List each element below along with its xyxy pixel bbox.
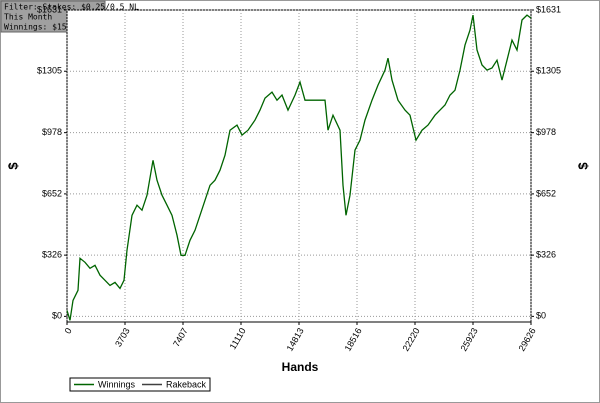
y2-tick-label: $652 [536,188,556,198]
y2-tick-label: $1305 [536,66,561,76]
series-line [66,14,532,321]
y-tick-label: $1305 [37,66,62,76]
y2-axis-label: $ [575,162,590,170]
info-line: Filter: Stakes: $0.25/0.5 NL [4,3,139,12]
y-tick-label: $326 [42,250,62,260]
y-tick-label: $652 [42,188,62,198]
x-axis-label: Hands [282,360,319,374]
info-line: This Month [4,13,52,22]
y-tick-label: $1631 [37,4,62,14]
legend: Winnings Rakeback [69,377,211,392]
y2-tick-label: $326 [536,250,556,260]
y2-tick-label: $978 [536,127,556,137]
y2-tick-label: $0 [536,311,546,321]
y2-tick-label: $1631 [536,4,561,14]
y-tick-label: $0 [52,311,62,321]
info-box: Filter: Stakes: $0.25/0.5 NL This Month … [0,0,139,33]
y-tick-label: $978 [42,127,62,137]
y-axis-label: $ [5,162,20,170]
legend-label: Rakeback [166,379,207,389]
legend-box [69,377,211,392]
x-tick-label: 0 [63,326,74,335]
legend-label: Winnings [98,379,136,389]
info-line: Winnings: $1598.85 [4,23,91,32]
